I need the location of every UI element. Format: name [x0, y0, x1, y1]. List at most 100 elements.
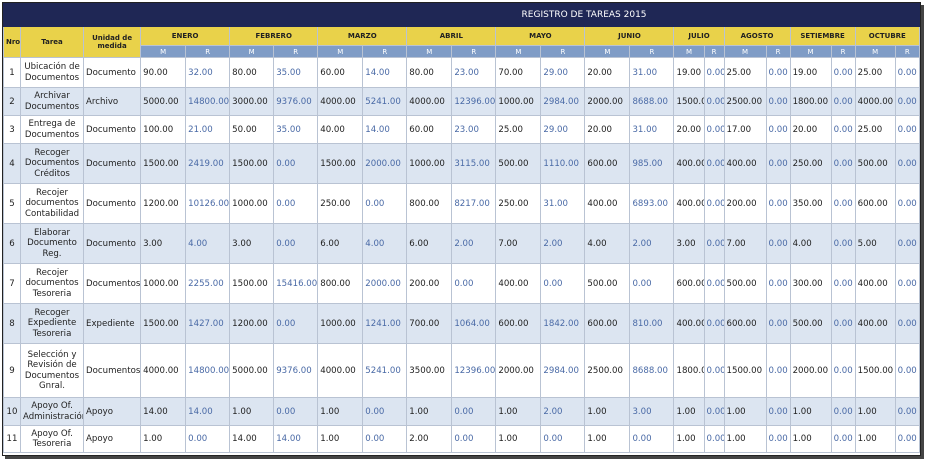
- title-row: REGISTRO DE TAREAS 2015: [3, 3, 920, 27]
- value-cell: 2419.00: [185, 143, 231, 184]
- table-row: 1 Ubicación de Documentos Documento 90.00 32…: [3, 57, 920, 88]
- table-row: 10 Apoyo Of. Administración Apoyo 14.00 14.0…: [3, 397, 920, 426]
- value-cell: 9376.00: [273, 87, 319, 116]
- value-cell: 12396.00: [451, 343, 497, 398]
- column-header: Tarea: [19, 26, 85, 58]
- subcolumn-header: R: [629, 45, 675, 58]
- value-cell: 1.00: [317, 425, 364, 453]
- task-name: Ubicación de Documentos: [19, 57, 85, 88]
- value-cell: 14.00: [229, 425, 275, 453]
- task-name: Entrega de Documentos: [19, 115, 85, 144]
- task-name: Selección y Revisión de Documentos Gnral…: [19, 343, 85, 398]
- month-header: ENERO: [140, 26, 231, 46]
- value-cell: 50.00: [229, 115, 275, 144]
- value-cell: 0.00: [451, 397, 497, 426]
- value-cell: 400.00: [584, 183, 631, 224]
- table-row: 9 Selección y Revisión de Documentos Gnra…: [3, 343, 920, 398]
- value-cell: 2500.00: [723, 87, 767, 116]
- value-cell: 500.00: [789, 303, 832, 344]
- value-cell: 90.00: [140, 57, 187, 88]
- value-cell: 2000.00: [584, 87, 631, 116]
- value-cell: 0.00: [703, 183, 725, 224]
- row-number: 1: [3, 57, 21, 88]
- value-cell: 0.00: [629, 263, 675, 304]
- value-cell: 2255.00: [185, 263, 231, 304]
- month-header: ABRIL: [406, 26, 497, 46]
- subcolumn-header: R: [451, 45, 497, 58]
- subcolumn-header: M: [140, 45, 187, 58]
- value-cell: 0.00: [273, 143, 319, 184]
- value-cell: 14.00: [273, 425, 319, 453]
- value-cell: 600.00: [673, 263, 705, 304]
- value-cell: 20.00: [789, 115, 832, 144]
- unit-cell: Documento: [83, 57, 142, 88]
- value-cell: 0.00: [894, 115, 920, 144]
- task-table: REGISTRO DE TAREAS 2015 Nro Tarea Unidad de…: [3, 3, 920, 453]
- value-cell: 1500.00: [140, 143, 187, 184]
- value-cell: 0.00: [894, 223, 920, 264]
- value-cell: 25.00: [495, 115, 542, 144]
- value-cell: 0.00: [703, 115, 725, 144]
- value-cell: 350.00: [789, 183, 832, 224]
- value-cell: 4000.00: [406, 87, 453, 116]
- value-cell: 19.00: [789, 57, 832, 88]
- value-cell: 8688.00: [629, 87, 675, 116]
- month-header: MAYO: [495, 26, 586, 46]
- value-cell: 0.00: [540, 263, 586, 304]
- value-cell: 5241.00: [362, 343, 408, 398]
- subcolumn-header: R: [273, 45, 319, 58]
- value-cell: 200.00: [406, 263, 453, 304]
- value-cell: 3500.00: [406, 343, 453, 398]
- value-cell: 35.00: [273, 115, 319, 144]
- value-cell: 600.00: [723, 303, 767, 344]
- value-cell: 1500.00: [317, 143, 364, 184]
- value-cell: 4.00: [789, 223, 832, 264]
- value-cell: 985.00: [629, 143, 675, 184]
- subcolumn-header: R: [540, 45, 586, 58]
- task-name: Recoger Documentos Créditos: [19, 143, 85, 184]
- value-cell: 2000.00: [362, 263, 408, 304]
- value-cell: 60.00: [317, 57, 364, 88]
- value-cell: 500.00: [584, 263, 631, 304]
- value-cell: 1064.00: [451, 303, 497, 344]
- month-header: OCTUBRE: [854, 26, 920, 46]
- value-cell: 4000.00: [317, 343, 364, 398]
- value-cell: 5000.00: [229, 343, 275, 398]
- value-cell: 2500.00: [584, 343, 631, 398]
- value-cell: 35.00: [273, 57, 319, 88]
- unit-cell: Documento: [83, 223, 142, 264]
- value-cell: 800.00: [317, 263, 364, 304]
- row-number: 5: [3, 183, 21, 224]
- value-cell: 0.00: [703, 263, 725, 304]
- subcolumn-header: R: [185, 45, 231, 58]
- value-cell: 0.00: [894, 425, 920, 453]
- month-row: Nro Tarea Unidad de medida ENERO FEBRERO MARZ…: [3, 26, 920, 58]
- unit-cell: Documento: [83, 183, 142, 224]
- value-cell: 4.00: [362, 223, 408, 264]
- table-row: 3 Entrega de Documentos Documento 100.00 21.…: [3, 115, 920, 144]
- value-cell: 2984.00: [540, 343, 586, 398]
- value-cell: 14800.00: [185, 87, 231, 116]
- month-header: JUNIO: [584, 26, 675, 46]
- value-cell: 1000.00: [229, 183, 275, 224]
- value-cell: 1800.00: [673, 343, 705, 398]
- unit-cell: Archivo: [83, 87, 142, 116]
- value-cell: 1800.00: [789, 87, 832, 116]
- unit-cell: Documentos: [83, 263, 142, 304]
- subcolumn-header: M: [723, 45, 767, 58]
- value-cell: 800.00: [406, 183, 453, 224]
- value-cell: 10126.00: [185, 183, 231, 224]
- value-cell: 810.00: [629, 303, 675, 344]
- table-row: 6 Elaborar Documento Reg. Documento 3.00 4.0…: [3, 223, 920, 264]
- value-cell: 3000.00: [229, 87, 275, 116]
- value-cell: 20.00: [673, 115, 705, 144]
- unit-cell: Documentos: [83, 343, 142, 398]
- value-cell: 14800.00: [185, 343, 231, 398]
- value-cell: 0.00: [765, 397, 791, 426]
- value-cell: 0.00: [830, 183, 856, 224]
- value-cell: 0.00: [703, 425, 725, 453]
- row-number: 2: [3, 87, 21, 116]
- task-name: Recojer documentos Tesoreria: [19, 263, 85, 304]
- subcolumn-header: M: [317, 45, 364, 58]
- value-cell: 600.00: [495, 303, 542, 344]
